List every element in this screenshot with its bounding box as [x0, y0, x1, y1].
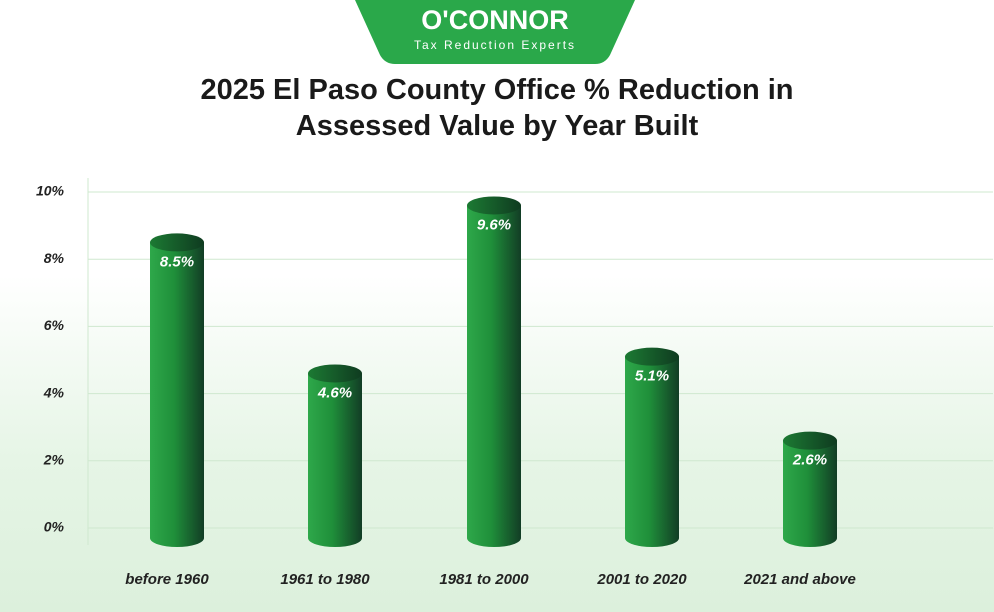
bar — [150, 242, 204, 538]
x-tick-label: 1981 to 2000 — [439, 571, 529, 588]
y-tick-label: 10% — [36, 183, 65, 199]
logo-tagline: Tax Reduction Experts — [414, 38, 576, 52]
value-label: 2.6% — [792, 452, 827, 469]
x-tick-label: 2001 to 2020 — [596, 571, 687, 588]
bar — [308, 373, 362, 538]
bar — [467, 205, 521, 538]
bar-cap — [150, 233, 204, 252]
y-tick-label: 8% — [44, 250, 65, 266]
value-label: 8.5% — [160, 253, 194, 270]
y-tick-label: 2% — [43, 452, 65, 468]
value-label: 9.6% — [477, 216, 511, 233]
logo-name: O'CONNOR — [421, 5, 568, 35]
y-tick-label: 4% — [43, 384, 65, 400]
bar-cap — [783, 431, 837, 450]
y-tick-label: 0% — [44, 519, 65, 535]
bar-cap — [625, 347, 679, 366]
bar-cap — [308, 364, 362, 383]
value-label: 5.1% — [635, 368, 669, 385]
x-tick-label: before 1960 — [125, 571, 209, 588]
y-tick-label: 6% — [44, 317, 65, 333]
chart-title: 2025 El Paso County Office % Reduction i… — [200, 74, 794, 142]
x-tick-label: 1961 to 1980 — [280, 571, 370, 588]
bar-cap — [467, 196, 521, 215]
x-tick-label: 2021 and above — [743, 571, 856, 588]
logo-badge — [355, 0, 635, 64]
bar — [783, 440, 837, 538]
value-label: 4.6% — [317, 384, 352, 401]
bar — [625, 356, 679, 538]
